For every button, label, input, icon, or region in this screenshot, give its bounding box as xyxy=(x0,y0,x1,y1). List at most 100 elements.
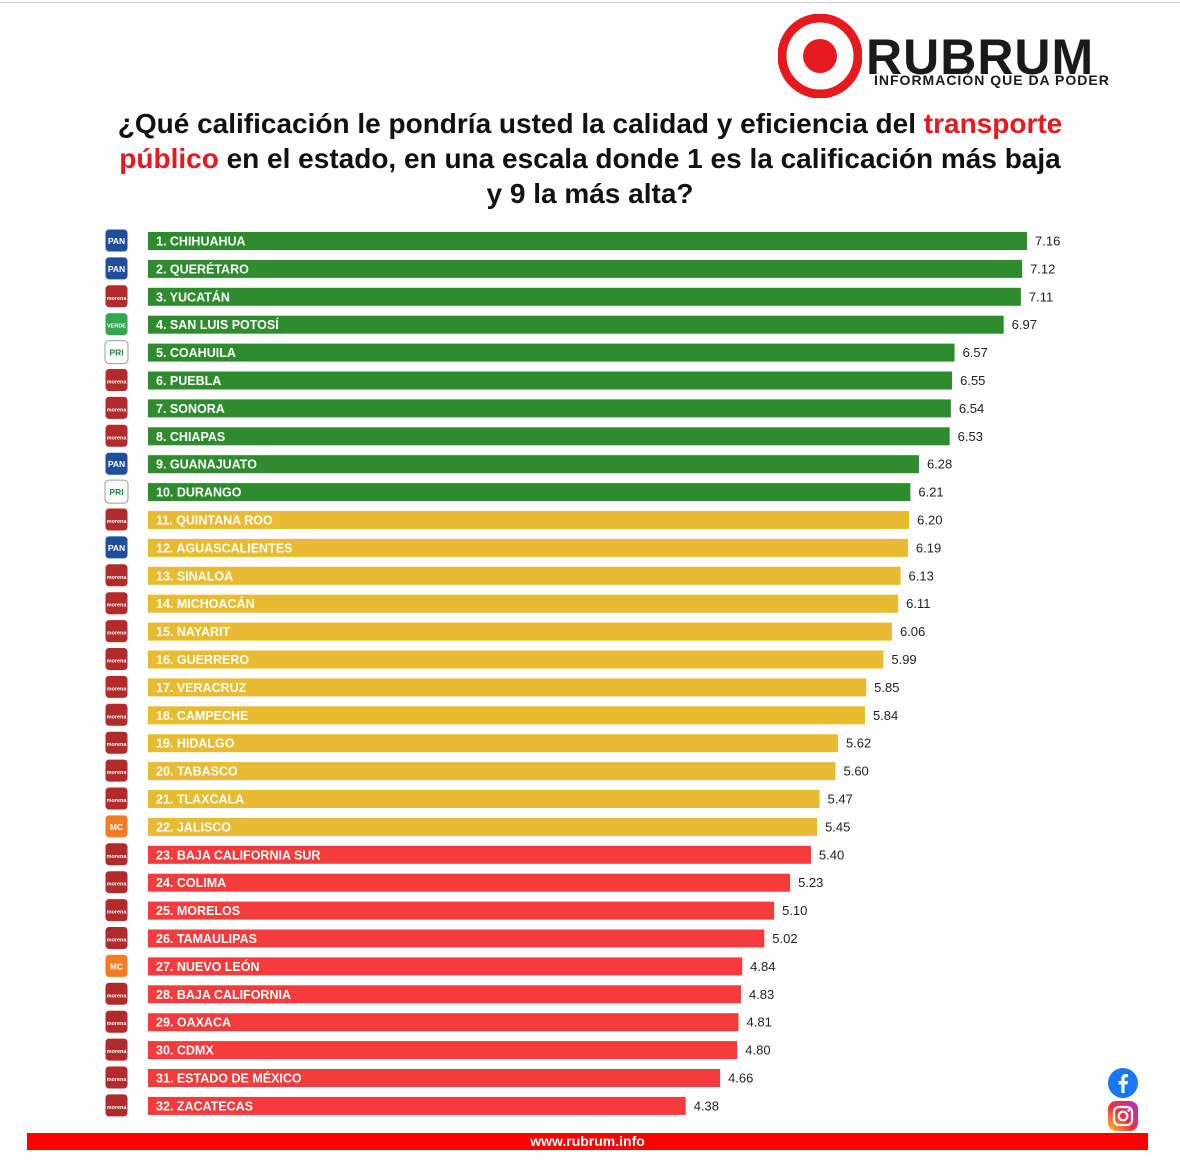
party-logo-morena: morena xyxy=(104,702,129,727)
bar-category-label: 9. GUANAJUATO xyxy=(156,458,257,472)
party-logo-verde: VERDE xyxy=(104,312,129,337)
party-logo-morena: morena xyxy=(104,674,129,699)
title-part-1: ¿Qué calificación le pondría usted la ca… xyxy=(117,108,924,139)
party-logo-morena: morena xyxy=(104,786,129,811)
party-logo-morena: morena xyxy=(104,1037,129,1062)
chart-title: ¿Qué calificación le pondría usted la ca… xyxy=(110,106,1070,211)
party-logo-morena: morena xyxy=(104,647,129,671)
bar-value-label: 7.16 xyxy=(1035,234,1060,249)
party-logo-label: PRI xyxy=(109,348,123,358)
bar xyxy=(148,706,865,725)
bar xyxy=(148,734,838,753)
bar-value-label: 5.23 xyxy=(798,875,823,890)
bar-category-label: 20. TABASCO xyxy=(156,765,238,779)
party-logo-label: morena xyxy=(107,659,128,665)
bar-value-label: 5.62 xyxy=(846,736,871,751)
brand-logo: RUBRUM INFORMACIÓN QUE DA PODER xyxy=(778,14,1138,98)
bar-category-label: 23. BAJA CALIFORNIA SUR xyxy=(156,848,320,862)
bar-category-label: 10. DURANGO xyxy=(156,486,242,500)
bar-category-label: 8. CHIAPAS xyxy=(156,430,225,444)
party-logo-label: morena xyxy=(107,1021,128,1027)
bar-value-label: 6.28 xyxy=(927,457,952,472)
party-logo-label: VERDE xyxy=(107,324,126,330)
bar xyxy=(148,762,836,781)
bar-category-label: 6. PUEBLA xyxy=(156,374,221,388)
bar-value-label: 6.19 xyxy=(916,540,941,555)
party-logo-morena: morena xyxy=(104,591,129,616)
bar-value-label: 6.13 xyxy=(909,568,934,583)
party-logo-label: PAN xyxy=(108,543,125,553)
bar xyxy=(148,790,820,808)
bar-category-label: 14. MICHOACÁN xyxy=(156,596,255,611)
bar-value-label: 5.02 xyxy=(772,931,797,946)
party-logo-pan: PAN xyxy=(104,535,129,560)
instagram-icon[interactable] xyxy=(1107,1100,1139,1132)
bar-value-label: 5.10 xyxy=(782,903,807,918)
footer-bar: www.rubrum.info xyxy=(27,1133,1148,1150)
party-logo-pan: PAN xyxy=(104,256,129,281)
party-logo-label: morena xyxy=(107,714,128,720)
bar-chart: PAN 1. CHIHUAHUA 7.16 PAN 2. QUERÉTARO 7.12 mo… xyxy=(104,228,1060,1118)
bar xyxy=(148,259,1023,278)
party-logo-morena: morena xyxy=(104,284,129,309)
bar-value-label: 5.85 xyxy=(874,680,899,695)
party-logo-morena: morena xyxy=(104,368,129,392)
bar-category-label: 28. BAJA CALIFORNIA xyxy=(156,988,291,1002)
party-logo-morena: morena xyxy=(104,619,129,644)
party-logo-pan: PAN xyxy=(104,451,129,476)
bar xyxy=(148,427,950,446)
bar-category-label: 32. ZACATECAS xyxy=(156,1099,253,1113)
party-logo-label: morena xyxy=(107,407,128,413)
bar xyxy=(148,315,1004,334)
bar xyxy=(148,343,955,362)
bar-category-label: 25. MORELOS xyxy=(156,904,240,918)
party-logo-label: morena xyxy=(107,1077,128,1083)
bar xyxy=(148,817,818,836)
bar xyxy=(148,985,741,1004)
bar-value-label: 4.81 xyxy=(747,1015,772,1030)
facebook-icon[interactable] xyxy=(1107,1067,1139,1099)
bar xyxy=(148,371,953,390)
website-link[interactable]: www.rubrum.info xyxy=(530,1133,645,1149)
party-logo-morena: morena xyxy=(104,870,129,895)
bar-value-label: 6.06 xyxy=(900,624,925,639)
bar-category-label: 17. VERACRUZ xyxy=(156,681,247,695)
party-logo-label: morena xyxy=(107,742,128,748)
bar xyxy=(148,511,910,529)
bar-value-label: 5.40 xyxy=(819,847,844,862)
party-logo-label: MC xyxy=(110,822,123,832)
title-part-2: en el estado, en una escala donde 1 es l… xyxy=(218,143,1061,209)
bar-category-label: 27. NUEVO LEÓN xyxy=(156,959,260,974)
bar-value-label: 6.11 xyxy=(906,596,930,611)
bar xyxy=(148,399,951,418)
bar-category-label: 16. GUERRERO xyxy=(156,653,249,667)
title-highlight: transporte público xyxy=(119,108,1063,174)
bar xyxy=(148,678,867,697)
bar-category-label: 13. SINALOA xyxy=(156,569,233,583)
bar-value-label: 6.21 xyxy=(918,485,943,500)
party-logo-morena: morena xyxy=(104,1065,129,1090)
bar xyxy=(148,929,765,948)
bar xyxy=(148,455,919,474)
bar-value-label: 6.97 xyxy=(1012,317,1037,332)
bar-category-label: 15. NAYARIT xyxy=(156,625,230,639)
brand-tagline: INFORMACIÓN QUE DA PODER xyxy=(874,72,1110,88)
party-logo-morena: morena xyxy=(104,1093,129,1118)
party-logo-pri: PRI xyxy=(104,340,129,365)
bar-value-label: 4.38 xyxy=(694,1098,719,1113)
bar-value-label: 7.12 xyxy=(1030,261,1055,276)
bar xyxy=(148,594,899,613)
bar-value-label: 4.80 xyxy=(745,1043,770,1058)
bar xyxy=(148,232,1027,250)
bar xyxy=(148,901,775,920)
party-logo-label: MC xyxy=(110,961,123,971)
party-logo-label: morena xyxy=(107,910,128,916)
bar xyxy=(148,1041,738,1060)
party-logo-morena: morena xyxy=(104,1009,129,1034)
bar-category-label: 30. CDMX xyxy=(156,1044,214,1058)
party-logo-label: PAN xyxy=(108,264,125,274)
top-divider xyxy=(0,2,1180,3)
brand-name: RUBRUM xyxy=(866,29,1095,85)
party-logo-label: PAN xyxy=(108,459,125,469)
bar-category-label: 2. QUERÉTARO xyxy=(156,261,249,276)
